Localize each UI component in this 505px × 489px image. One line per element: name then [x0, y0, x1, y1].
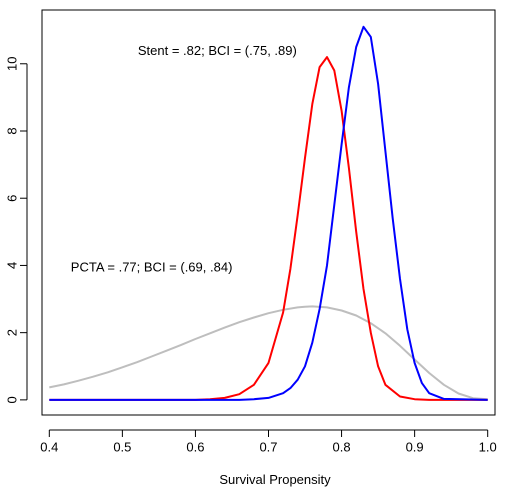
y-tick-label: 0 [5, 396, 20, 403]
x-axis-label: Survival Propensity [219, 472, 331, 487]
y-tick-label: 4 [5, 262, 20, 269]
x-tick-label: 0.9 [406, 440, 424, 455]
x-tick-label: 1.0 [479, 440, 497, 455]
y-tick-label: 10 [5, 57, 20, 71]
annotation-layer: Stent = .82; BCI = (.75, .89) PCTA = .77;… [71, 43, 297, 275]
x-axis: 0.4 0.5 0.6 0.7 0.8 0.9 1.0 [40, 429, 497, 455]
series-layer [49, 25, 488, 401]
x-tick-label: 0.5 [113, 440, 131, 455]
series-line-2 [49, 25, 488, 401]
series-line-1 [49, 56, 488, 401]
series-line-0 [49, 305, 488, 401]
plot-frame [41, 9, 496, 416]
y-axis: 0 2 4 6 8 10 [5, 57, 28, 403]
y-tick-label: 6 [5, 195, 20, 202]
y-tick-label: 2 [5, 329, 20, 336]
x-tick-label: 0.6 [186, 440, 204, 455]
annotation-label: PCTA = .77; BCI = (.69, .84) [71, 260, 233, 275]
x-tick-label: 0.4 [40, 440, 58, 455]
x-tick-label: 0.8 [333, 440, 351, 455]
x-tick-label: 0.7 [259, 440, 277, 455]
y-tick-label: 8 [5, 127, 20, 134]
annotation-label: Stent = .82; BCI = (.75, .89) [138, 43, 297, 58]
